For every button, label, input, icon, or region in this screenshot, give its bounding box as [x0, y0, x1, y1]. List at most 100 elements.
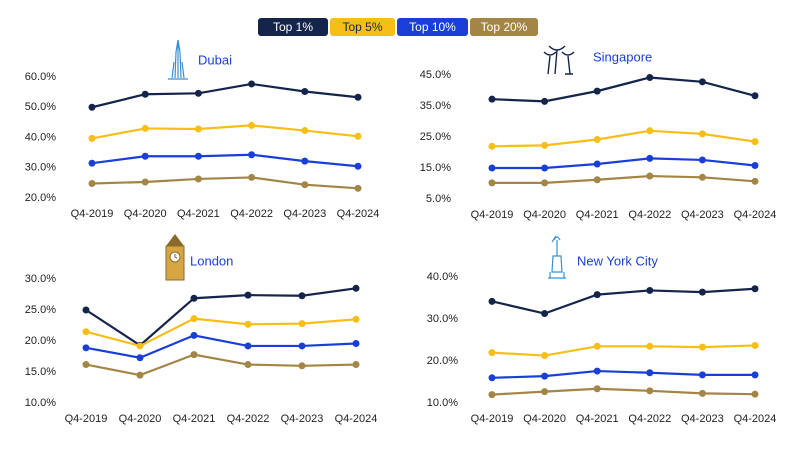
data-point [646, 369, 654, 377]
data-point [352, 361, 360, 369]
x-tick-label: Q4-2023 [681, 413, 724, 425]
legend-swatch [470, 18, 538, 36]
data-point [593, 291, 601, 299]
y-tick-label: 40.0% [427, 271, 458, 283]
data-point [244, 361, 252, 369]
data-point [298, 292, 306, 300]
data-point [751, 371, 759, 379]
data-point [698, 130, 706, 138]
series-line [491, 369, 755, 379]
x-tick-label: Q4-2024 [337, 208, 380, 220]
data-point [593, 87, 601, 95]
data-point [698, 371, 706, 379]
x-tick-label: Q4-2022 [227, 413, 270, 425]
series-line [85, 287, 357, 347]
data-point [354, 93, 362, 101]
y-tick-label: 10.0% [427, 397, 458, 409]
x-tick-label: Q4-2020 [523, 413, 566, 425]
data-point [751, 341, 759, 349]
data-point [646, 73, 654, 81]
y-tick-label: 30.0% [25, 162, 56, 174]
x-tick-label: Q4-2019 [471, 413, 514, 425]
data-point [352, 284, 360, 292]
data-point [301, 127, 309, 135]
legend-swatch [397, 18, 468, 36]
x-tick-label: Q4-2020 [119, 413, 162, 425]
data-point [82, 344, 90, 352]
x-tick-label: Q4-2022 [628, 413, 671, 425]
series-line [85, 353, 357, 377]
london-icon [165, 234, 185, 281]
y-tick-label: 40.0% [25, 131, 56, 143]
data-point [190, 315, 198, 323]
data-point [698, 343, 706, 351]
data-point [298, 342, 306, 350]
x-tick-label: Q4-2023 [283, 208, 326, 220]
series-line [491, 129, 756, 148]
data-point [352, 315, 360, 323]
data-point [244, 342, 252, 350]
data-point [751, 92, 759, 100]
chart-title: London [190, 253, 233, 268]
data-point [194, 152, 202, 160]
data-point [141, 124, 149, 132]
data-point [593, 385, 601, 393]
data-point [698, 173, 706, 181]
data-point [194, 125, 202, 133]
data-point [141, 90, 149, 98]
legend-label: Top 5% [342, 20, 382, 34]
y-tick-label: 20.0% [427, 355, 458, 367]
data-point [141, 152, 149, 160]
x-tick-label: Q4-2024 [335, 413, 378, 425]
data-point [354, 132, 362, 140]
chart-title: Singapore [593, 49, 652, 64]
y-tick-label: 5.0% [426, 193, 451, 205]
y-tick-label: 20.0% [25, 192, 56, 204]
data-point [136, 342, 144, 350]
legend-label: Top 10% [409, 20, 456, 34]
series-line [85, 317, 357, 348]
series-line [491, 287, 756, 315]
y-tick-label: 50.0% [25, 101, 56, 113]
series-line [91, 153, 359, 168]
data-point [593, 342, 601, 350]
data-point [88, 134, 96, 142]
series-line [491, 76, 756, 103]
data-point [541, 352, 549, 360]
x-tick-label: Q4-2019 [65, 413, 108, 425]
data-point [751, 285, 759, 293]
legend-label: Top 1% [273, 20, 313, 34]
data-point [88, 103, 96, 111]
data-point [88, 179, 96, 187]
data-point [751, 138, 759, 146]
data-point [352, 339, 360, 347]
x-tick-label: Q4-2024 [734, 209, 777, 221]
x-tick-label: Q4-2020 [523, 209, 566, 221]
data-point [298, 320, 306, 328]
legend-swatch [330, 18, 395, 36]
x-tick-label: Q4-2021 [177, 208, 220, 220]
data-point [488, 297, 496, 305]
x-tick-label: Q4-2020 [124, 208, 167, 220]
x-tick-label: Q4-2021 [576, 413, 619, 425]
x-tick-label: Q4-2019 [471, 209, 514, 221]
data-point [82, 306, 90, 314]
data-point [354, 184, 362, 192]
data-point [646, 127, 654, 135]
data-point [646, 342, 654, 350]
data-point [541, 372, 549, 380]
data-point [541, 388, 549, 396]
data-point [646, 286, 654, 294]
series-line [85, 334, 357, 359]
x-tick-label: Q4-2021 [576, 209, 619, 221]
x-tick-label: Q4-2019 [71, 208, 114, 220]
data-point [541, 164, 549, 172]
y-tick-label: 15.0% [25, 366, 56, 378]
data-point [248, 151, 256, 159]
data-point [698, 78, 706, 86]
data-point [488, 349, 496, 357]
x-tick-label: Q4-2023 [281, 413, 324, 425]
data-point [248, 121, 256, 129]
data-point [301, 157, 309, 165]
y-tick-label: 25.0% [25, 304, 56, 316]
